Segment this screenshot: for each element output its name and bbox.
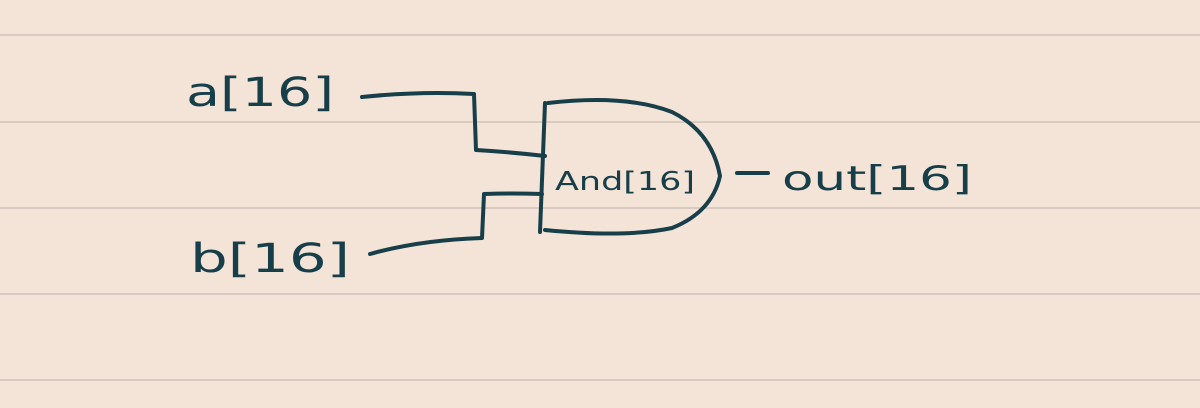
input-b-label: b[16] bbox=[190, 236, 350, 282]
gate-label: And[16] bbox=[555, 167, 695, 197]
input-a-label: a[16] bbox=[186, 70, 334, 116]
output-label: out[16] bbox=[782, 159, 972, 199]
